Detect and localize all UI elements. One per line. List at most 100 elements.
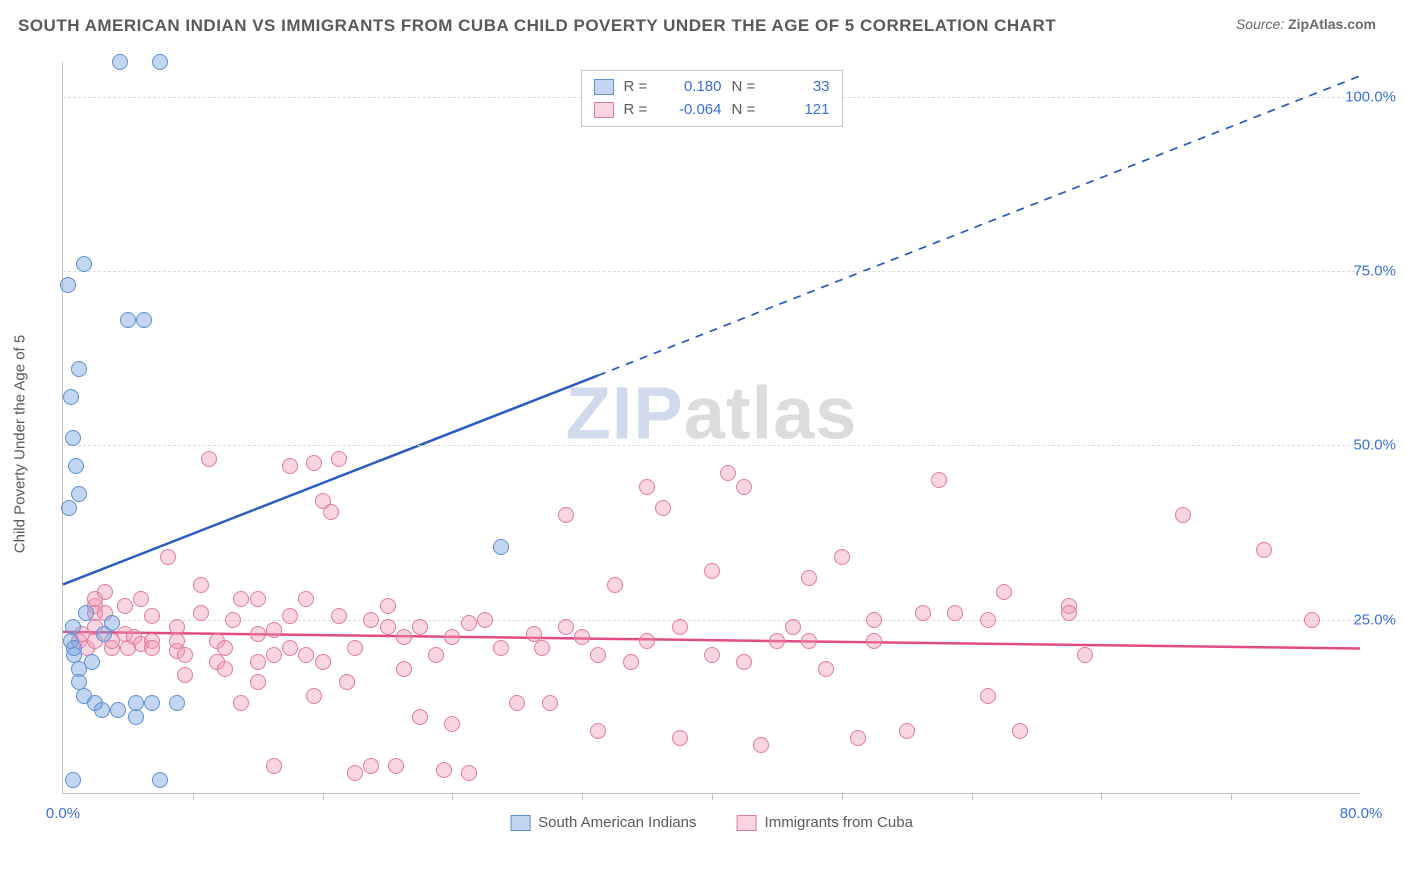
data-point-cuba <box>282 640 298 656</box>
data-point-cuba <box>590 647 606 663</box>
r-value-cuba: -0.064 <box>664 99 722 122</box>
data-point-cuba <box>769 633 785 649</box>
x-tick-minor <box>193 793 194 800</box>
data-point-sai <box>136 312 152 328</box>
data-point-cuba <box>347 765 363 781</box>
data-point-cuba <box>1175 507 1191 523</box>
data-point-cuba <box>1012 723 1028 739</box>
data-point-cuba <box>980 612 996 628</box>
data-point-cuba <box>623 654 639 670</box>
data-point-cuba <box>1256 542 1272 558</box>
x-tick-label: 0.0% <box>46 805 80 822</box>
data-point-cuba <box>250 591 266 607</box>
plot-area: ZIPatlas R = 0.180 N = 33 R = -0.064 N =… <box>62 62 1360 794</box>
data-point-cuba <box>850 730 866 746</box>
gridline-h <box>63 445 1360 446</box>
data-point-cuba <box>704 647 720 663</box>
legend-swatch-sai <box>510 815 530 831</box>
data-point-cuba <box>444 716 460 732</box>
data-point-sai <box>78 605 94 621</box>
y-axis-label: Child Poverty Under the Age of 5 <box>12 335 29 553</box>
data-point-sai <box>169 695 185 711</box>
data-point-cuba <box>144 640 160 656</box>
data-point-cuba <box>574 629 590 645</box>
data-point-cuba <box>412 709 428 725</box>
legend-row-cuba: R = -0.064 N = 121 <box>594 99 830 122</box>
data-point-cuba <box>461 765 477 781</box>
data-point-sai <box>71 486 87 502</box>
data-point-sai <box>128 709 144 725</box>
data-point-cuba <box>980 688 996 704</box>
data-point-cuba <box>144 608 160 624</box>
data-point-cuba <box>412 619 428 635</box>
data-point-cuba <box>672 730 688 746</box>
data-point-cuba <box>477 612 493 628</box>
data-point-cuba <box>1077 647 1093 663</box>
data-point-cuba <box>801 633 817 649</box>
gridline-h <box>63 271 1360 272</box>
data-point-cuba <box>380 598 396 614</box>
data-point-cuba <box>461 615 477 631</box>
x-tick-minor <box>712 793 713 800</box>
n-value-cuba: 121 <box>772 99 830 122</box>
y-tick-label: 100.0% <box>1336 88 1396 105</box>
data-point-cuba <box>947 605 963 621</box>
data-point-cuba <box>331 451 347 467</box>
data-point-cuba <box>899 723 915 739</box>
data-point-sai <box>144 695 160 711</box>
x-tick-minor <box>452 793 453 800</box>
legend-swatch-cuba <box>737 815 757 831</box>
data-point-cuba <box>428 647 444 663</box>
data-point-cuba <box>233 591 249 607</box>
data-point-cuba <box>177 647 193 663</box>
trend-line-sai <box>63 375 598 584</box>
data-point-sai <box>128 695 144 711</box>
data-point-sai <box>65 772 81 788</box>
data-point-cuba <box>1304 612 1320 628</box>
data-point-sai <box>60 277 76 293</box>
data-point-cuba <box>380 619 396 635</box>
series-name-sai: South American Indians <box>538 814 696 831</box>
legend-item-sai: South American Indians <box>510 814 696 831</box>
data-point-sai <box>152 54 168 70</box>
data-point-cuba <box>931 472 947 488</box>
x-tick-minor <box>842 793 843 800</box>
data-point-cuba <box>97 584 113 600</box>
data-point-sai <box>63 389 79 405</box>
y-tick-label: 50.0% <box>1336 437 1396 454</box>
data-point-sai <box>61 500 77 516</box>
data-point-cuba <box>736 479 752 495</box>
data-point-sai <box>110 702 126 718</box>
data-point-cuba <box>558 507 574 523</box>
data-point-cuba <box>193 605 209 621</box>
data-point-sai <box>493 539 509 555</box>
data-point-cuba <box>558 619 574 635</box>
data-point-cuba <box>818 661 834 677</box>
data-point-sai <box>76 256 92 272</box>
data-point-cuba <box>217 661 233 677</box>
chart-container: Child Poverty Under the Age of 5 ZIPatla… <box>48 54 1384 834</box>
data-point-cuba <box>339 674 355 690</box>
source-prefix: Source: <box>1236 16 1288 32</box>
data-point-cuba <box>736 654 752 670</box>
data-point-cuba <box>250 654 266 670</box>
y-tick-label: 25.0% <box>1336 611 1396 628</box>
data-point-sai <box>66 640 82 656</box>
x-tick-minor <box>1101 793 1102 800</box>
legend-swatch-cuba <box>594 102 614 118</box>
y-tick-label: 75.0% <box>1336 263 1396 280</box>
data-point-cuba <box>542 695 558 711</box>
data-point-cuba <box>436 762 452 778</box>
data-point-sai <box>112 54 128 70</box>
data-point-cuba <box>201 451 217 467</box>
series-name-cuba: Immigrants from Cuba <box>765 814 913 831</box>
legend-item-cuba: Immigrants from Cuba <box>737 814 913 831</box>
data-point-cuba <box>347 640 363 656</box>
gridline-h <box>63 620 1360 621</box>
data-point-cuba <box>266 622 282 638</box>
data-point-cuba <box>866 633 882 649</box>
data-point-cuba <box>193 577 209 593</box>
data-point-cuba <box>607 577 623 593</box>
data-point-cuba <box>753 737 769 753</box>
data-point-cuba <box>225 612 241 628</box>
